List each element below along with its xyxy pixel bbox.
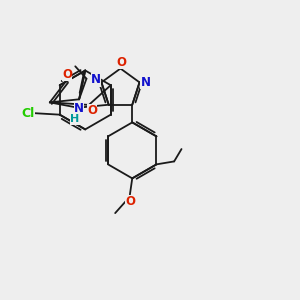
Text: Cl: Cl bbox=[22, 107, 35, 120]
Text: O: O bbox=[62, 68, 72, 81]
Text: O: O bbox=[87, 104, 98, 117]
Text: N: N bbox=[140, 76, 150, 89]
Text: H: H bbox=[70, 115, 80, 124]
Text: N: N bbox=[91, 74, 101, 86]
Text: N: N bbox=[74, 102, 84, 115]
Text: O: O bbox=[125, 195, 135, 208]
Text: O: O bbox=[117, 56, 127, 69]
